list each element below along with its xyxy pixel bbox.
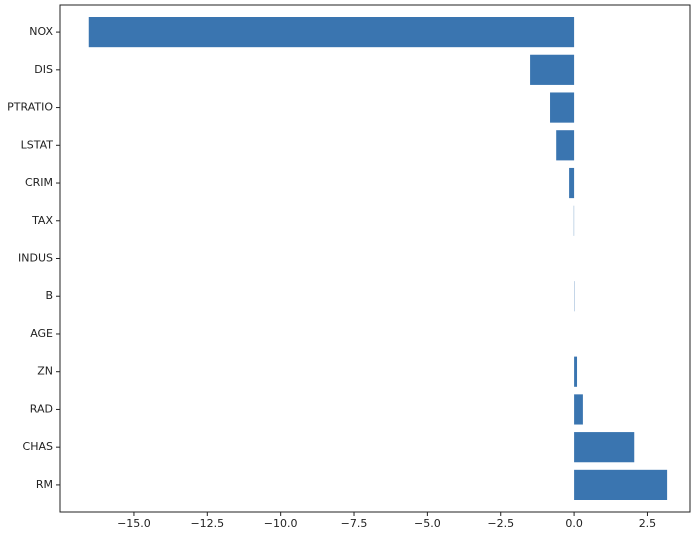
x-tick-label: −2.5 (487, 517, 514, 530)
y-tick-label: DIS (34, 63, 53, 76)
x-tick-label: −10.0 (264, 517, 298, 530)
bar (569, 167, 575, 199)
y-tick-label: NOX (29, 25, 53, 38)
y-tick-label: INDUS (18, 252, 53, 265)
bar (574, 432, 635, 463)
y-tick-label: PTRATIO (7, 101, 53, 114)
y-tick-label: RAD (30, 402, 53, 415)
bar (574, 394, 583, 425)
x-tick-label: 2.5 (639, 517, 657, 530)
x-tick-label: 0.0 (565, 517, 583, 530)
bar (88, 17, 575, 48)
y-tick-label: TAX (31, 214, 53, 227)
x-tick-label: −7.5 (341, 517, 368, 530)
bar (530, 54, 575, 85)
x-tick-label: −12.5 (190, 517, 224, 530)
y-tick-label: RM (36, 478, 53, 491)
y-tick-label: AGE (30, 327, 53, 340)
y-tick-label: ZN (37, 365, 53, 378)
bar (574, 356, 578, 387)
bar (574, 469, 668, 500)
x-tick-label: −5.0 (414, 517, 441, 530)
bar (550, 92, 575, 123)
y-tick-label: LSTAT (21, 138, 54, 151)
y-tick-label: CHAS (23, 440, 53, 453)
y-tick-label: CRIM (25, 176, 53, 189)
y-tick-label: B (45, 289, 53, 302)
bar (556, 130, 575, 161)
x-tick-label: −15.0 (117, 517, 151, 530)
